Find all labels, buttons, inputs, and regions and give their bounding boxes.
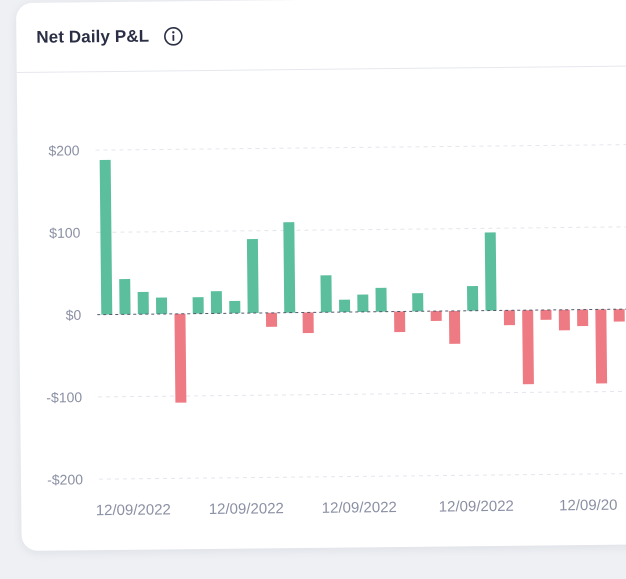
pnl-card: Net Daily P&L $200 $100 $0 -$100 -$200 12/09…	[16, 0, 626, 551]
pnl-bar[interactable]	[357, 294, 369, 312]
widget-title: Net Daily P&L	[36, 26, 150, 47]
zero-line	[97, 308, 626, 316]
x-tick-label: 12/09/20	[559, 497, 618, 515]
pnl-bar[interactable]	[558, 309, 570, 331]
pnl-bar[interactable]	[174, 313, 187, 403]
pnl-bar[interactable]	[119, 278, 131, 315]
x-tick-label: 12/09/2022	[209, 500, 284, 518]
x-tick-label: 12/09/2022	[96, 501, 171, 519]
pnl-bar[interactable]	[339, 299, 351, 313]
pnl-bar[interactable]	[540, 309, 552, 320]
pnl-bar-chart: $200$100$0-$100-$200 12/09/2022 12/09/202…	[46, 142, 626, 519]
grid-lines	[95, 143, 626, 480]
pnl-bar[interactable]	[577, 309, 589, 327]
y-tick-label: $0	[66, 307, 82, 323]
info-circle-icon[interactable]	[163, 26, 183, 46]
y-tick-label: -$100	[46, 389, 82, 405]
pnl-bar[interactable]	[466, 286, 479, 311]
x-axis-ticks: 12/09/2022 12/09/2022 12/09/2022 12/09/2022…	[96, 497, 618, 519]
pnl-bar[interactable]	[595, 309, 608, 384]
y-axis-ticks: $200 $100 $0 -$100 -$200	[46, 142, 83, 487]
pnl-bar[interactable]	[503, 310, 516, 326]
x-tick-label: 12/09/2022	[439, 498, 514, 516]
pnl-bar[interactable]	[375, 287, 387, 312]
pnl-bar[interactable]	[484, 232, 497, 311]
grid-line	[95, 143, 626, 151]
bars	[99, 159, 625, 403]
pnl-bar[interactable]	[210, 291, 223, 314]
pnl-bar[interactable]	[412, 293, 424, 312]
pnl-bar[interactable]	[302, 312, 314, 334]
pnl-bar[interactable]	[430, 311, 442, 322]
x-tick-label: 12/09/2022	[322, 499, 397, 517]
pnl-bar[interactable]	[522, 310, 534, 385]
card-header: Net Daily P&L	[16, 0, 626, 73]
pnl-bar[interactable]	[246, 238, 259, 314]
pnl-bar[interactable]	[137, 291, 149, 315]
grid-line	[98, 390, 626, 398]
chart-area: $200 $100 $0 -$100 -$200 12/09/2022 12/09/202…	[17, 66, 626, 551]
y-tick-label: $100	[49, 225, 81, 241]
zero-axis	[97, 308, 626, 316]
pnl-bar[interactable]	[394, 311, 406, 333]
pnl-bar[interactable]	[613, 309, 625, 322]
pnl-bar[interactable]	[99, 159, 113, 315]
pnl-bar[interactable]	[265, 312, 278, 327]
pnl-bar[interactable]	[283, 222, 296, 313]
y-tick-label: -$200	[47, 471, 83, 487]
pnl-bar[interactable]	[448, 310, 461, 344]
pnl-bar[interactable]	[229, 300, 241, 314]
pnl-bar[interactable]	[192, 297, 204, 314]
pnl-bar[interactable]	[320, 275, 332, 313]
grid-line	[98, 472, 626, 480]
grid-line	[96, 226, 626, 233]
pnl-bar[interactable]	[155, 297, 168, 315]
y-tick-label: $200	[48, 142, 80, 158]
